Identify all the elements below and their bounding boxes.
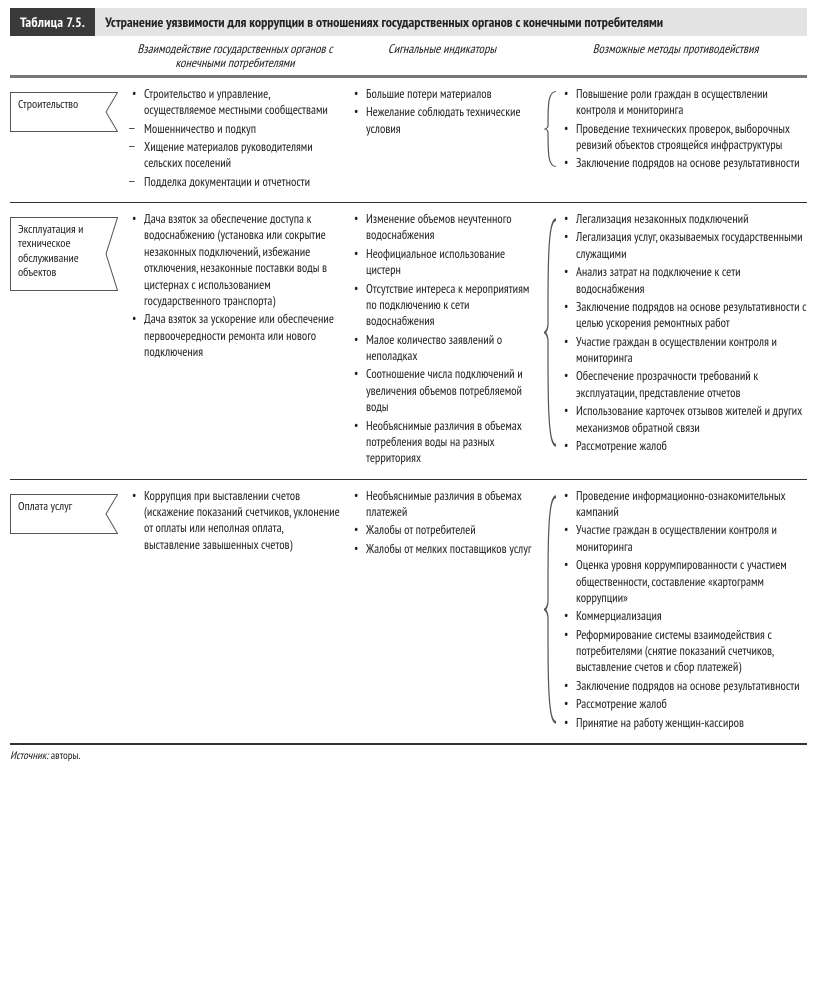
list-item: Реформирование системы взаимодействия с … bbox=[562, 627, 807, 676]
page-root: Таблица 7.5. Устранение уязвимости для к… bbox=[0, 0, 817, 775]
items-c2: Необъяснимые различия в объемах платежей… bbox=[352, 488, 532, 558]
list-item: Участие граждан в осуществлении контроля… bbox=[562, 334, 807, 367]
brace-wrap: Проведение информационно-ознакомительных… bbox=[544, 488, 807, 731]
table-row: Эксплуатация и техническое обслуживание … bbox=[10, 203, 807, 480]
list-item: Заключение подрядов на основе результати… bbox=[562, 299, 807, 332]
row-label-ribbon: Строительство bbox=[10, 92, 118, 132]
list-item: Проведение информационно-ознакомительных… bbox=[562, 488, 807, 521]
list-item: Необъяснимые различия в объемах платежей bbox=[352, 488, 532, 521]
list-item: Заключение подрядов на основе результати… bbox=[562, 155, 807, 171]
items-c3: Легализация незаконных подключений Легали… bbox=[562, 211, 807, 454]
list-item: Анализ затрат на подключение к сети водо… bbox=[562, 264, 807, 297]
cell-c1: Коррупция при выставлении счетов (искаже… bbox=[130, 488, 346, 733]
items-c3: Проведение информационно-ознакомительных… bbox=[562, 488, 807, 731]
row-label-ribbon: Оплата услуг bbox=[10, 494, 118, 534]
list-item: Отсутствие интереса к мероприятиям по по… bbox=[352, 281, 532, 330]
items-c2: Изменение объемов неучтенного водоснабже… bbox=[352, 211, 532, 467]
list-item: Неофициальное использование цистерн bbox=[352, 246, 532, 279]
list-item: Коммерциализация bbox=[562, 608, 807, 624]
column-header-c1: Взаимодействие государственных органов с… bbox=[130, 42, 346, 71]
items-c1: Строительство и управление, осуществляем… bbox=[130, 86, 340, 190]
cell-c3: Повышение роли граждан в осуществлении к… bbox=[538, 86, 807, 192]
row-label-text: Эксплуатация и техническое обслуживание … bbox=[18, 223, 106, 281]
list-item: Малое количество заявлений о неполадках bbox=[352, 332, 532, 365]
cell-c3: Проведение информационно-ознакомительных… bbox=[538, 488, 807, 733]
list-item: Оценка уровня коррумпированности с участ… bbox=[562, 557, 807, 606]
row-label-ribbon: Эксплуатация и техническое обслуживание … bbox=[10, 217, 118, 291]
table-title: Устранение уязвимости для коррупции в от… bbox=[95, 8, 807, 36]
list-item: Необъяснимые различия в объемах потребле… bbox=[352, 418, 532, 467]
list-item: Рассмотрение жалоб bbox=[562, 438, 807, 454]
row-label-text: Оплата услуг bbox=[18, 500, 106, 514]
cell-c3: Легализация незаконных подключений Легали… bbox=[538, 211, 807, 469]
items-c1: Коррупция при выставлении счетов (искаже… bbox=[130, 488, 340, 554]
source-label: Источник: bbox=[10, 749, 48, 763]
list-item: Изменение объемов неучтенного водоснабже… bbox=[352, 211, 532, 244]
list-item: Участие граждан в осуществлении контроля… bbox=[562, 522, 807, 555]
row-label-cell: Строительство bbox=[10, 86, 130, 192]
brace-wrap: Повышение роли граждан в осуществлении к… bbox=[544, 86, 807, 172]
items-c3: Повышение роли граждан в осуществлении к… bbox=[562, 86, 807, 172]
list-item: Повышение роли граждан в осуществлении к… bbox=[562, 86, 807, 119]
list-item: Хищение материалов руководителями сельск… bbox=[130, 139, 340, 172]
items-c1: Дача взяток за обеспечение доступа к вод… bbox=[130, 211, 340, 360]
cell-c2: Изменение объемов неучтенного водоснабже… bbox=[346, 211, 538, 469]
list-item: Дача взяток за ускорение или обеспечение… bbox=[130, 311, 340, 360]
list-item: Строительство и управление, осуществляем… bbox=[130, 86, 340, 119]
list-item: Большие потери материалов bbox=[352, 86, 532, 102]
list-item: Принятие на работу женщин-кассиров bbox=[562, 715, 807, 731]
column-header-row: Взаимодействие государственных органов с… bbox=[10, 36, 807, 78]
list-item: Мошенничество и подкуп bbox=[130, 121, 340, 137]
list-item: Коррупция при выставлении счетов (искаже… bbox=[130, 488, 340, 554]
column-header-c3: Возможные методы противодействия bbox=[538, 42, 807, 71]
cell-c2: Большие потери материалов Нежелание соблю… bbox=[346, 86, 538, 192]
row-label-cell: Оплата услуг bbox=[10, 488, 130, 733]
list-item: Рассмотрение жалоб bbox=[562, 696, 807, 712]
list-item: Подделка документации и отчетности bbox=[130, 174, 340, 190]
list-item: Легализация незаконных подключений bbox=[562, 211, 807, 227]
list-item: Проведение технических проверок, выбороч… bbox=[562, 121, 807, 154]
list-item: Соотношение числа подключений и увеличен… bbox=[352, 366, 532, 415]
list-item: Заключение подрядов на основе результати… bbox=[562, 678, 807, 694]
cell-c1: Дача взяток за обеспечение доступа к вод… bbox=[130, 211, 346, 469]
row-label-text: Строительство bbox=[18, 98, 106, 112]
source-line: Источник: авторы. bbox=[10, 749, 807, 763]
row-label-cell: Эксплуатация и техническое обслуживание … bbox=[10, 211, 130, 469]
list-item: Дача взяток за обеспечение доступа к вод… bbox=[130, 211, 340, 309]
list-item: Нежелание соблюдать технические условия bbox=[352, 104, 532, 137]
rows-container: Строительство Строительство и управление,… bbox=[10, 78, 807, 745]
list-item: Жалобы от мелких поставщиков услуг bbox=[352, 541, 532, 557]
list-item: Легализация услуг, оказываемых государст… bbox=[562, 229, 807, 262]
items-c2: Большие потери материалов Нежелание соблю… bbox=[352, 86, 532, 137]
source-value: авторы. bbox=[51, 749, 81, 763]
list-item: Обеспечение прозрачности требований к эк… bbox=[562, 368, 807, 401]
list-item: Использование карточек отзывов жителей и… bbox=[562, 403, 807, 436]
table-row: Оплата услуг Коррупция при выставлении сч… bbox=[10, 480, 807, 745]
cell-c1: Строительство и управление, осуществляем… bbox=[130, 86, 346, 192]
brace-wrap: Легализация незаконных подключений Легали… bbox=[544, 211, 807, 454]
column-header-c2: Сигнальные индикаторы bbox=[346, 42, 538, 71]
list-item: Жалобы от потребителей bbox=[352, 522, 532, 538]
table-row: Строительство Строительство и управление,… bbox=[10, 78, 807, 203]
table-number-tab: Таблица 7.5. bbox=[10, 8, 95, 36]
title-bar: Таблица 7.5. Устранение уязвимости для к… bbox=[10, 8, 807, 36]
cell-c2: Необъяснимые различия в объемах платежей… bbox=[346, 488, 538, 733]
